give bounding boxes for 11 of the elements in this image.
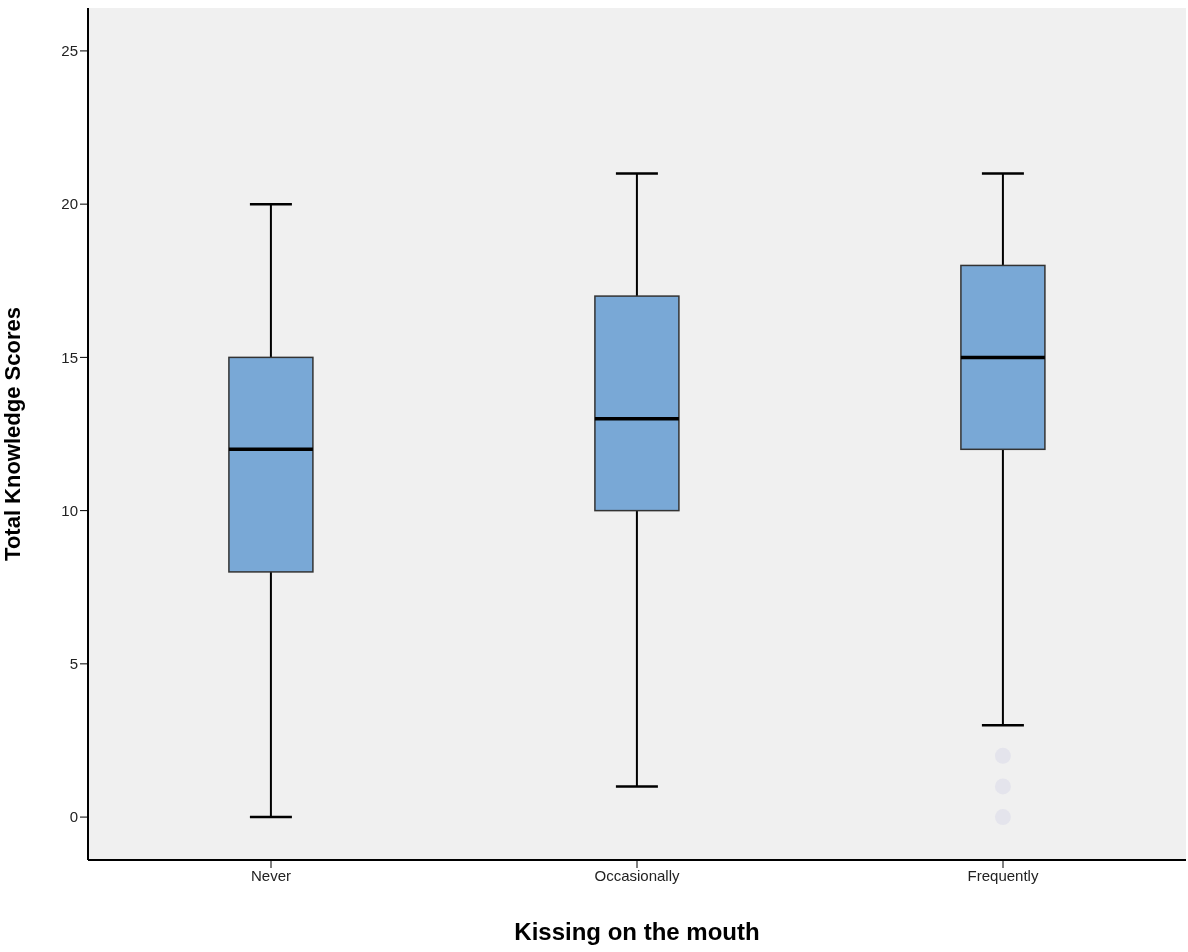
y-tick-label: 10 [61,501,78,519]
y-tick-label: 0 [69,808,78,826]
y-axis-title: Total Knowledge Scores [0,307,25,561]
y-tick-label: 25 [61,42,78,60]
y-tick-label: 5 [69,655,78,673]
y-tick-label: 20 [61,195,78,213]
x-axis-title: Kissing on the mouth [514,918,760,945]
x-tick-label: Frequently [967,866,1039,884]
x-tick-label: Never [250,866,292,884]
y-tick-label: 15 [61,348,78,366]
x-tick-label: Occasionally [594,866,681,884]
